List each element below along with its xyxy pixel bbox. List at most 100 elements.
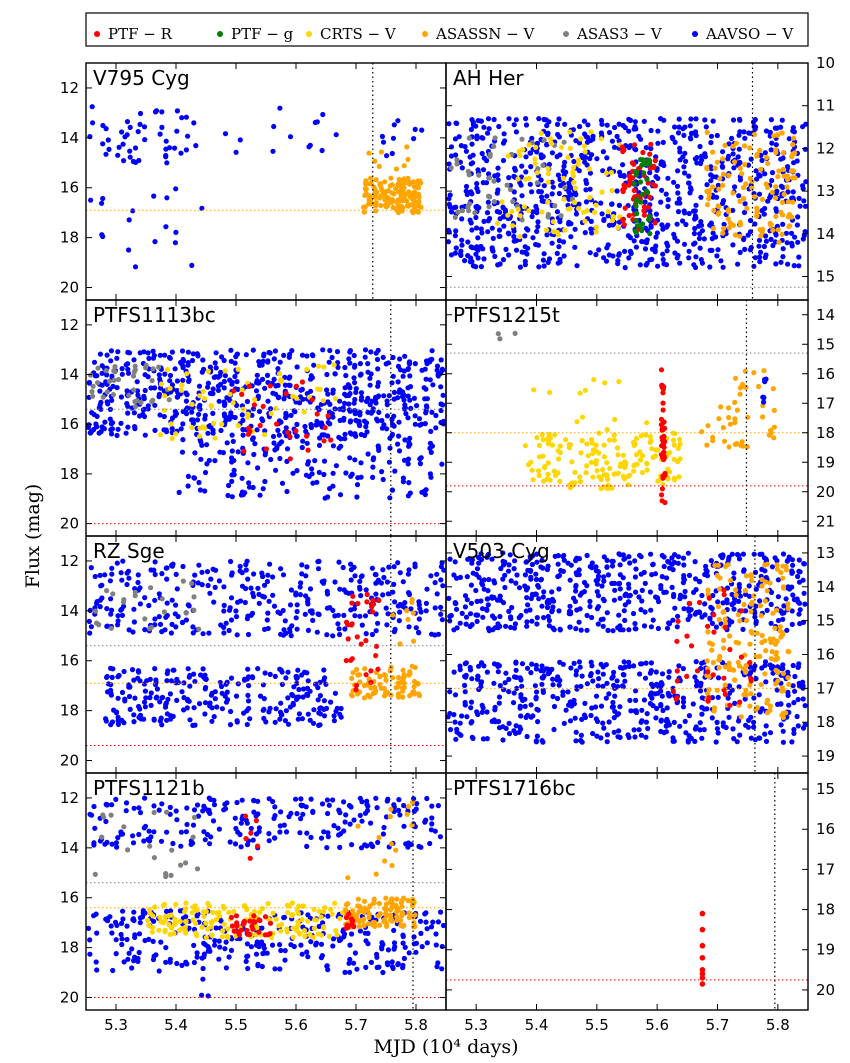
data-point (315, 363, 322, 369)
data-point (571, 199, 578, 206)
data-point (178, 150, 184, 156)
data-point (628, 143, 634, 149)
data-point (168, 678, 174, 684)
data-point (748, 156, 754, 162)
data-point (543, 666, 549, 672)
data-point (534, 551, 540, 557)
data-point (739, 608, 745, 614)
data-point (380, 567, 386, 573)
legend-item-asas3-v: ASAS3 − V (563, 25, 663, 43)
data-point (205, 380, 211, 386)
data-point (731, 570, 737, 576)
data-point (647, 170, 653, 176)
data-point (272, 673, 278, 680)
data-point (480, 705, 486, 711)
data-point (92, 608, 99, 614)
data-point (261, 696, 267, 702)
data-point (756, 383, 762, 390)
data-point (250, 406, 257, 412)
data-point (459, 242, 465, 248)
data-point (791, 597, 798, 603)
data-point (265, 625, 271, 632)
data-point (122, 696, 128, 702)
data-point (189, 580, 195, 587)
data-point (475, 255, 481, 261)
data-point (772, 125, 779, 131)
data-point (453, 606, 460, 612)
data-point (784, 627, 790, 633)
data-point (473, 214, 479, 221)
data-point (440, 583, 446, 589)
data-point (245, 613, 251, 619)
data-point (578, 732, 585, 738)
data-point (780, 150, 786, 156)
data-point (501, 687, 507, 693)
data-point (725, 695, 731, 701)
data-point (572, 190, 578, 196)
data-point (797, 621, 803, 627)
data-point (512, 167, 519, 173)
data-point (137, 601, 143, 607)
data-point (86, 424, 91, 430)
data-point (246, 683, 252, 689)
data-point (584, 463, 590, 469)
data-point (180, 377, 186, 383)
data-point (88, 565, 94, 571)
data-point (573, 729, 579, 735)
data-point (701, 706, 707, 712)
data-point (588, 218, 594, 224)
data-point (598, 200, 604, 206)
data-point (196, 626, 202, 632)
data-point (638, 199, 644, 205)
y-tick-label: 16 (60, 179, 79, 197)
data-point (676, 663, 682, 669)
data-point (152, 597, 158, 603)
y-tick-label: 19 (816, 747, 835, 765)
data-point (768, 601, 774, 608)
data-point (747, 703, 753, 709)
data-point (763, 648, 769, 654)
data-point (757, 598, 763, 604)
data-point (185, 349, 191, 355)
data-point (693, 576, 699, 582)
data-point (532, 156, 538, 162)
data-point (576, 567, 582, 573)
data-point (584, 552, 590, 559)
data-point (362, 666, 368, 672)
series-asassn-v (390, 596, 417, 647)
data-point (502, 584, 508, 591)
data-point (692, 559, 698, 565)
data-point (372, 158, 378, 164)
data-point (586, 166, 593, 172)
data-point (730, 242, 736, 248)
data-point (511, 558, 518, 564)
data-point (435, 631, 442, 637)
data-point (203, 676, 209, 682)
data-point (670, 617, 676, 623)
data-point (373, 572, 379, 578)
data-point (166, 397, 172, 403)
data-point (391, 396, 397, 402)
data-point (643, 225, 649, 231)
data-point (767, 730, 774, 736)
data-point (141, 413, 148, 420)
data-point (768, 656, 774, 662)
data-point (706, 196, 712, 202)
data-point (361, 418, 368, 424)
data-point (715, 599, 721, 605)
data-point (240, 432, 246, 438)
data-point (721, 587, 727, 593)
data-point (386, 393, 392, 399)
data-point (601, 725, 607, 731)
data-point (194, 351, 200, 357)
data-point (459, 237, 465, 243)
data-point (715, 182, 721, 188)
data-point (466, 208, 472, 214)
data-point (593, 568, 599, 574)
data-point (277, 716, 283, 722)
data-point (514, 572, 520, 578)
data-point (143, 365, 149, 371)
data-point (474, 225, 480, 231)
data-point (541, 137, 547, 143)
data-point (554, 121, 561, 127)
